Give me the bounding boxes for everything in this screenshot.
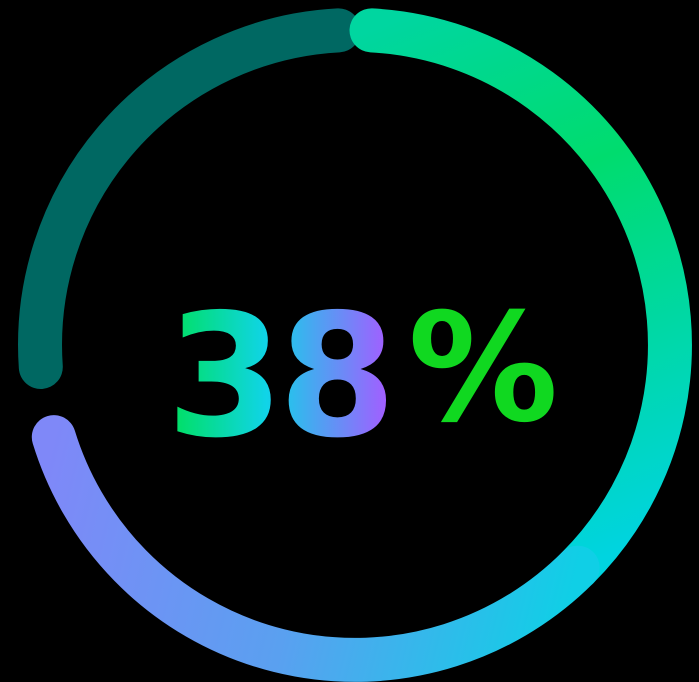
ring — [18, 8, 692, 682]
value-text: 38 — [166, 278, 391, 476]
unit-text: % — [408, 282, 558, 456]
ring-segment — [349, 8, 692, 590]
ring-segment — [31, 415, 600, 682]
ring-segment — [18, 8, 361, 389]
